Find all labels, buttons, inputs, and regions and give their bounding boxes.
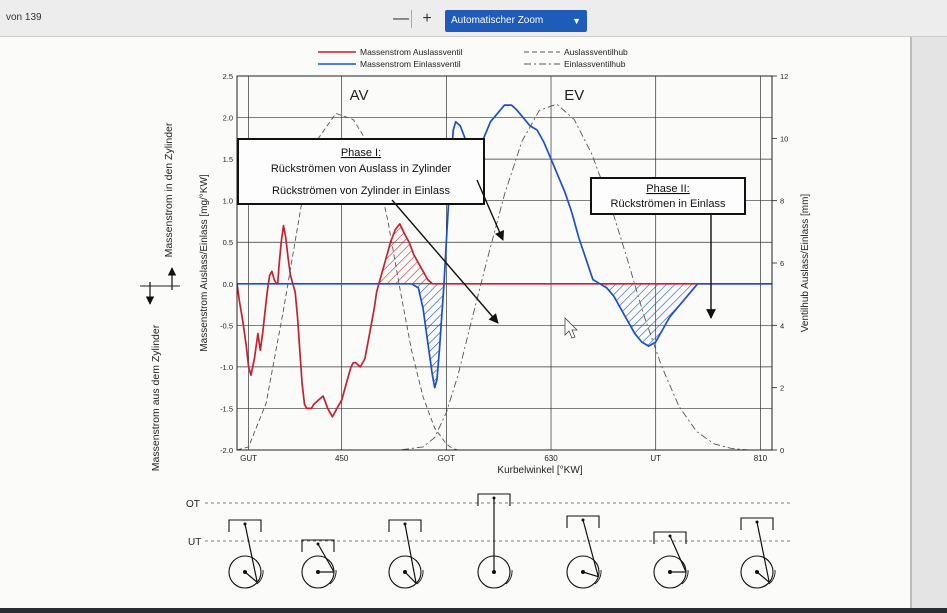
piston-pin xyxy=(493,497,496,500)
piston-pin xyxy=(317,543,320,546)
x-tick-label-5: 810 xyxy=(754,454,768,463)
x-tick-label-0: GUT xyxy=(240,454,257,463)
piston-diagram-6 xyxy=(654,532,688,588)
annotation-phase-1-arrow-1 xyxy=(477,180,503,240)
y-tick-label-right-4: 8 xyxy=(780,197,784,206)
crank-pivot xyxy=(492,570,496,574)
y-tick-label-left-3: 1.0 xyxy=(223,197,233,206)
annotation-phase-1: Phase I: Rückströmen von Auslass in Zyli… xyxy=(238,139,503,323)
y-tick-label-left-8: -1.5 xyxy=(220,404,233,413)
zoom-select[interactable]: Automatischer Zoom ▼ xyxy=(445,10,587,32)
crank-pivot xyxy=(403,570,407,574)
piston-diagram-2 xyxy=(302,540,336,588)
y-tick-label-left-4: 0.5 xyxy=(223,238,233,247)
legend-label-auslasshub: Auslassventilhub xyxy=(564,47,628,57)
side-label-into-cylinder: Massenstrom in den Zylinder xyxy=(163,122,175,257)
mouse-cursor-icon xyxy=(565,318,577,338)
crank-pivot xyxy=(243,570,247,574)
cylinder-head xyxy=(302,540,334,552)
piston-diagram-7 xyxy=(741,518,775,588)
y-tick-label-left-7: -1.0 xyxy=(220,363,233,372)
ut-label: UT xyxy=(188,537,201,548)
legend-label-auslass: Massenstrom Auslassventil xyxy=(360,47,463,57)
grid xyxy=(237,76,772,450)
backflow-area-einlass-phase-2 xyxy=(600,284,698,346)
y-tick-label-right-2: 4 xyxy=(780,321,784,330)
x-axis-title: Kurbelwinkel [°KW] xyxy=(497,465,582,476)
side-label-out-of-cylinder: Massenstrom aus dem Zylinder xyxy=(150,324,162,471)
piston-pin xyxy=(244,523,247,526)
y-axis-title-left: Massenstrom Auslass/Einlass [mg/°KW] xyxy=(199,174,210,352)
annotation-phase-1-title: Phase I: xyxy=(341,147,381,159)
series-line-0 xyxy=(237,224,772,417)
x-tick-label-1: 450 xyxy=(335,454,349,463)
viewer-scroll-area[interactable] xyxy=(912,37,947,608)
zoom-select-value: Automatischer Zoom xyxy=(451,15,543,26)
piston-pin xyxy=(404,523,407,526)
zoom-out-button[interactable]: — xyxy=(392,10,410,28)
annotation-phase-2-title: Phase II: xyxy=(646,183,689,195)
annotation-phase-1-line-2: Rückströmen von Zylinder in Einlass xyxy=(272,185,450,197)
y-tick-label-left-9: -2.0 xyxy=(220,446,233,455)
chevron-down-icon: ▼ xyxy=(572,10,581,32)
x-tick-label-2: GOT xyxy=(438,454,455,463)
cylinder-head xyxy=(654,532,686,544)
crank-arm xyxy=(583,572,598,577)
crank-pivot xyxy=(668,570,672,574)
connecting-rod xyxy=(670,536,686,572)
connecting-rod xyxy=(583,520,598,577)
annotation-phase-2-line-1: Rückströmen in Einlass xyxy=(611,198,726,210)
piston-diagram-1 xyxy=(229,520,263,588)
piston-pin xyxy=(582,519,585,522)
y-tick-label-right-3: 6 xyxy=(780,259,784,268)
y-tick-label-right-6: 12 xyxy=(780,72,788,81)
y-tick-label-right-1: 2 xyxy=(780,384,784,393)
y-axis-title-right: Ventilhub Auslass/Einlass [mm] xyxy=(800,194,811,333)
viewer-toolbar: von 139 — + Automatischer Zoom ▼ xyxy=(0,0,947,37)
x-tick-label-3: 630 xyxy=(544,454,558,463)
legend-label-einlasshub: Einlassventilhub xyxy=(564,59,626,69)
piston-pin xyxy=(669,535,672,538)
y-tick-label-right-0: 0 xyxy=(780,446,784,455)
connecting-rod xyxy=(318,544,334,572)
page-count-label: von 139 xyxy=(6,12,42,23)
crank-pivot xyxy=(755,570,759,574)
valve-label-av: AV xyxy=(350,87,369,104)
annotation-phase-1-line-1: Rückströmen von Auslass in Zylinder xyxy=(271,163,452,175)
plot-frame xyxy=(237,76,772,450)
zoom-in-button[interactable]: + xyxy=(418,10,436,28)
crank-pivot xyxy=(581,570,585,574)
y-tick-label-left-6: -0.5 xyxy=(220,321,233,330)
legend: Massenstrom Auslassventil Massenstrom Ei… xyxy=(318,47,628,69)
crank-pivot xyxy=(316,570,320,574)
toolbar-divider xyxy=(411,10,412,28)
piston-pin xyxy=(756,521,759,524)
y-tick-label-left-1: 2.0 xyxy=(223,114,233,123)
y-tick-label-left-5: 0.0 xyxy=(223,280,233,289)
y-tick-label-left-0: 2.5 xyxy=(223,72,233,81)
y-tick-label-right-5: 10 xyxy=(780,134,788,143)
valve-label-ev: EV xyxy=(564,87,584,104)
x-tick-label-4: UT xyxy=(650,454,661,463)
piston-diagram-5 xyxy=(567,516,601,588)
y-tick-label-left-2: 1.5 xyxy=(223,155,233,164)
piston-diagrams: OT UT xyxy=(186,494,790,588)
piston-diagram-3 xyxy=(389,520,423,588)
legend-label-einlass: Massenstrom Einlassventil xyxy=(360,59,461,69)
ot-label: OT xyxy=(186,499,200,510)
